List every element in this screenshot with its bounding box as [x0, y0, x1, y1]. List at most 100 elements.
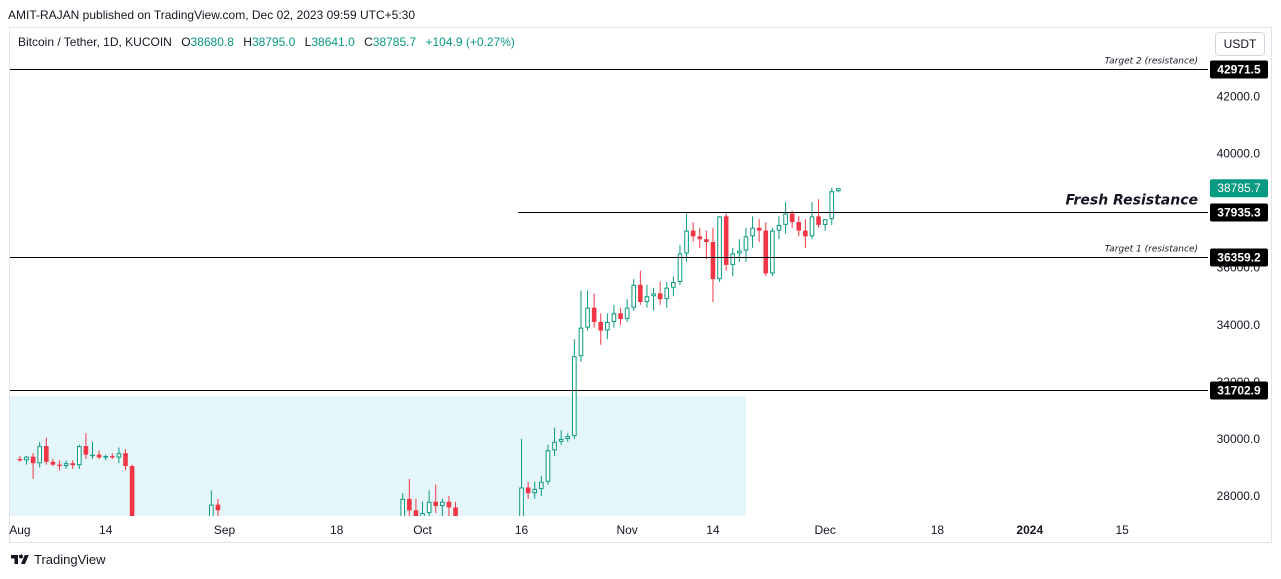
candle-down[interactable] [598, 313, 604, 345]
candle-down[interactable] [618, 307, 623, 325]
candle-body [57, 464, 62, 467]
candle-up[interactable] [822, 219, 828, 231]
candle-up[interactable] [209, 490, 214, 530]
candle-down[interactable] [30, 453, 36, 479]
candle-down[interactable] [525, 481, 531, 499]
candle-down[interactable] [710, 227, 716, 302]
candle-up[interactable] [717, 216, 722, 282]
candle-down[interactable] [96, 450, 102, 459]
candle-up[interactable] [605, 313, 610, 340]
candle-up[interactable] [783, 202, 788, 234]
low-value: 38641.0 [311, 35, 355, 49]
candle-up[interactable] [644, 284, 650, 308]
candle-up[interactable] [684, 213, 689, 263]
candle-up[interactable] [651, 287, 656, 311]
candle-up[interactable] [611, 304, 617, 328]
candle-down[interactable] [763, 222, 769, 277]
candle-down[interactable] [70, 460, 76, 469]
candle-down[interactable] [43, 437, 49, 465]
candle-down[interactable] [123, 448, 128, 471]
candle-down[interactable] [109, 453, 115, 459]
candle-up[interactable] [572, 339, 577, 439]
price-level-tag: 36359.2 [1210, 248, 1268, 267]
candle-up[interactable] [63, 460, 69, 469]
candle-down[interactable] [816, 199, 821, 228]
candle-up[interactable] [730, 247, 736, 277]
candle-down[interactable] [407, 478, 412, 516]
candle-up[interactable] [776, 216, 782, 240]
candle-up[interactable] [565, 433, 571, 442]
candle-up[interactable] [770, 227, 775, 277]
candle-up[interactable] [585, 290, 590, 331]
candle-down[interactable] [413, 498, 419, 525]
change-value: +104.9 (+0.27%) [425, 35, 515, 49]
candle-down[interactable] [756, 219, 762, 243]
currency-button[interactable]: USDT [1215, 32, 1265, 56]
candle-down[interactable] [446, 496, 452, 516]
low-label: L [304, 35, 312, 49]
candle-body [789, 213, 795, 223]
candle-body [618, 313, 623, 320]
candle-up[interactable] [664, 281, 670, 308]
candle-up[interactable] [90, 441, 95, 459]
symbol-title[interactable]: Bitcoin / Tether, 1D, KUCOIN [18, 35, 172, 49]
candle-down[interactable] [638, 270, 643, 305]
candle-down[interactable] [50, 458, 56, 467]
candle-down[interactable] [803, 219, 808, 248]
candle-body [63, 463, 69, 467]
candle-down[interactable] [704, 230, 709, 260]
fresh-resistance-label: Fresh Resistance [1065, 193, 1198, 209]
candle-up[interactable] [116, 447, 122, 464]
candle-up[interactable] [671, 276, 676, 297]
candle-down[interactable] [789, 210, 795, 228]
candle-down[interactable] [453, 501, 458, 528]
candle-up[interactable] [400, 493, 406, 527]
candle-up[interactable] [578, 290, 584, 362]
candle-up[interactable] [532, 481, 538, 499]
candle-down[interactable] [215, 498, 221, 522]
candle-up[interactable] [37, 441, 43, 468]
candle-up[interactable] [103, 454, 109, 461]
plot-area[interactable] [10, 187, 841, 568]
candle-up[interactable] [631, 279, 637, 311]
candle-up[interactable] [519, 438, 524, 533]
candle-body [605, 321, 610, 331]
candle-body [822, 219, 828, 225]
candle-up[interactable] [552, 427, 557, 457]
candle-down[interactable] [697, 227, 703, 248]
tradingview-footer[interactable]: TradingView [10, 552, 106, 567]
candle-down[interactable] [17, 456, 23, 462]
candle-down[interactable] [796, 216, 802, 237]
candle-down[interactable] [690, 222, 696, 243]
candle-down[interactable] [433, 484, 439, 514]
candle-up[interactable] [829, 187, 835, 225]
candle-body [690, 230, 696, 237]
candle-down[interactable] [723, 213, 729, 271]
candle-up[interactable] [76, 444, 82, 469]
candle-down[interactable] [83, 433, 89, 459]
candle-up[interactable] [743, 227, 749, 263]
x-axis-tick-label: 15 [1116, 523, 1130, 537]
candle-up[interactable] [836, 187, 841, 193]
candle-up[interactable] [558, 430, 564, 445]
candle-up[interactable] [750, 216, 755, 248]
candle-up[interactable] [545, 444, 551, 485]
x-axis-tick-label: 14 [99, 523, 113, 537]
candle-up[interactable] [440, 498, 445, 519]
candle-up[interactable] [24, 456, 29, 465]
candle-up[interactable] [426, 490, 432, 524]
candle-up[interactable] [624, 299, 630, 322]
candle-up[interactable] [809, 202, 815, 240]
candle-up[interactable] [539, 476, 544, 497]
candle-body [519, 487, 524, 516]
candle-up[interactable] [737, 239, 742, 263]
candle-up[interactable] [420, 501, 425, 539]
candle-up[interactable] [677, 244, 683, 285]
candle-down[interactable] [591, 293, 597, 328]
candle-body [433, 501, 439, 507]
candle-body [717, 216, 722, 280]
candle-down[interactable] [657, 281, 663, 305]
candle-down[interactable] [129, 464, 135, 568]
candle-down[interactable] [57, 460, 62, 471]
